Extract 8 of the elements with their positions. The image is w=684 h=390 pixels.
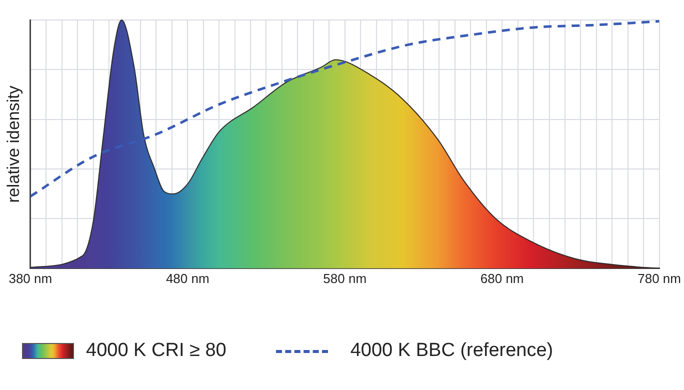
- x-tick-label: 380 nm: [8, 270, 52, 286]
- x-tick-label: 780 nm: [638, 270, 682, 286]
- y-axis-title: relative idensity: [4, 85, 23, 203]
- x-tick-label: 680 nm: [480, 270, 524, 286]
- legend-label: 4000 K CRI ≥ 80: [86, 340, 226, 362]
- legend-label: 4000 K BBC (reference): [350, 340, 554, 362]
- x-tick-label: 580 nm: [323, 270, 367, 286]
- x-tick-label: 480 nm: [166, 270, 210, 286]
